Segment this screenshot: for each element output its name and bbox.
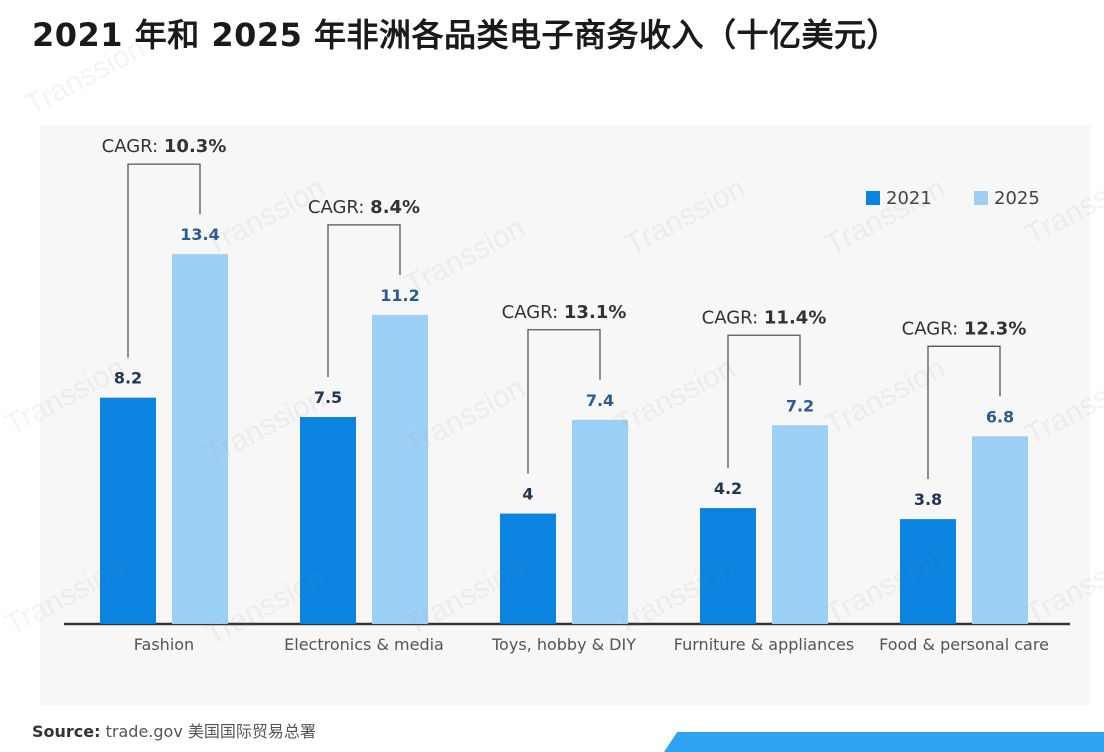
cagr-bracket-2 bbox=[527, 329, 601, 474]
legend-swatch-2025 bbox=[974, 191, 988, 205]
cagr-value: 13.1% bbox=[564, 302, 626, 323]
cagr-value: 8.4% bbox=[370, 197, 420, 218]
bar-2025-1 bbox=[372, 314, 428, 624]
cagr-label-3: CAGR: 11.4% bbox=[702, 307, 827, 328]
data-label-2025-4: 6.8 bbox=[986, 407, 1014, 426]
legend-label-2025: 2025 bbox=[994, 188, 1040, 209]
source-label: Source: bbox=[32, 722, 101, 741]
bar-2021-0 bbox=[100, 397, 156, 624]
cagr-prefix: CAGR: bbox=[102, 136, 164, 157]
cagr-prefix: CAGR: bbox=[702, 307, 764, 328]
data-label-2021-0: 8.2 bbox=[114, 369, 142, 388]
bar-2025-4 bbox=[972, 436, 1028, 624]
category-label-2: Toys, hobby & DIY bbox=[491, 635, 636, 654]
category-label-0: Fashion bbox=[134, 635, 194, 654]
cagr-value: 10.3% bbox=[164, 136, 226, 157]
cagr-label-2: CAGR: 13.1% bbox=[502, 302, 627, 323]
cagr-prefix: CAGR: bbox=[502, 302, 564, 323]
data-label-2025-1: 11.2 bbox=[380, 286, 419, 305]
bar-2025-3 bbox=[772, 425, 828, 624]
corner-accent bbox=[664, 732, 1104, 752]
bar-2021-3 bbox=[700, 508, 756, 624]
data-label-2025-2: 7.4 bbox=[586, 391, 614, 410]
cagr-prefix: CAGR: bbox=[308, 197, 370, 218]
bar-2025-0 bbox=[172, 254, 228, 624]
source-note: Source: trade.gov 美国国际贸易总署 bbox=[32, 718, 316, 742]
data-label-2025-3: 7.2 bbox=[786, 396, 814, 415]
cagr-bracket-1 bbox=[327, 224, 401, 377]
data-label-2021-3: 4.2 bbox=[714, 479, 742, 498]
cagr-bracket-3 bbox=[727, 334, 801, 469]
category-label-3: Furniture & appliances bbox=[674, 635, 854, 654]
page-title: 2021 年和 2025 年非洲各品类电子商务收入（十亿美元） bbox=[32, 16, 900, 54]
legend-label-2021: 2021 bbox=[886, 188, 932, 209]
category-label-1: Electronics & media bbox=[284, 635, 444, 654]
source-text: trade.gov 美国国际贸易总署 bbox=[105, 722, 316, 741]
bar-2021-4 bbox=[900, 519, 956, 624]
cagr-label-4: CAGR: 12.3% bbox=[902, 318, 1027, 339]
bar-2021-1 bbox=[300, 417, 356, 624]
bar-2025-2 bbox=[572, 419, 628, 624]
cagr-bracket-4 bbox=[927, 345, 1001, 480]
cagr-label-1: CAGR: 8.4% bbox=[308, 197, 420, 218]
legend-swatch-2021 bbox=[866, 191, 880, 205]
cagr-bracket-0 bbox=[127, 163, 201, 358]
cagr-label-0: CAGR: 10.3% bbox=[102, 136, 227, 157]
cagr-value: 12.3% bbox=[964, 318, 1026, 339]
data-label-2021-2: 4 bbox=[522, 485, 533, 504]
data-label-2021-1: 7.5 bbox=[314, 388, 342, 407]
bar-2021-2 bbox=[500, 513, 556, 624]
cagr-value: 11.4% bbox=[764, 307, 826, 328]
category-label-4: Food & personal care bbox=[879, 635, 1049, 654]
data-label-2025-0: 13.4 bbox=[180, 225, 219, 244]
cagr-prefix: CAGR: bbox=[902, 318, 964, 339]
data-label-2021-4: 3.8 bbox=[914, 490, 942, 509]
